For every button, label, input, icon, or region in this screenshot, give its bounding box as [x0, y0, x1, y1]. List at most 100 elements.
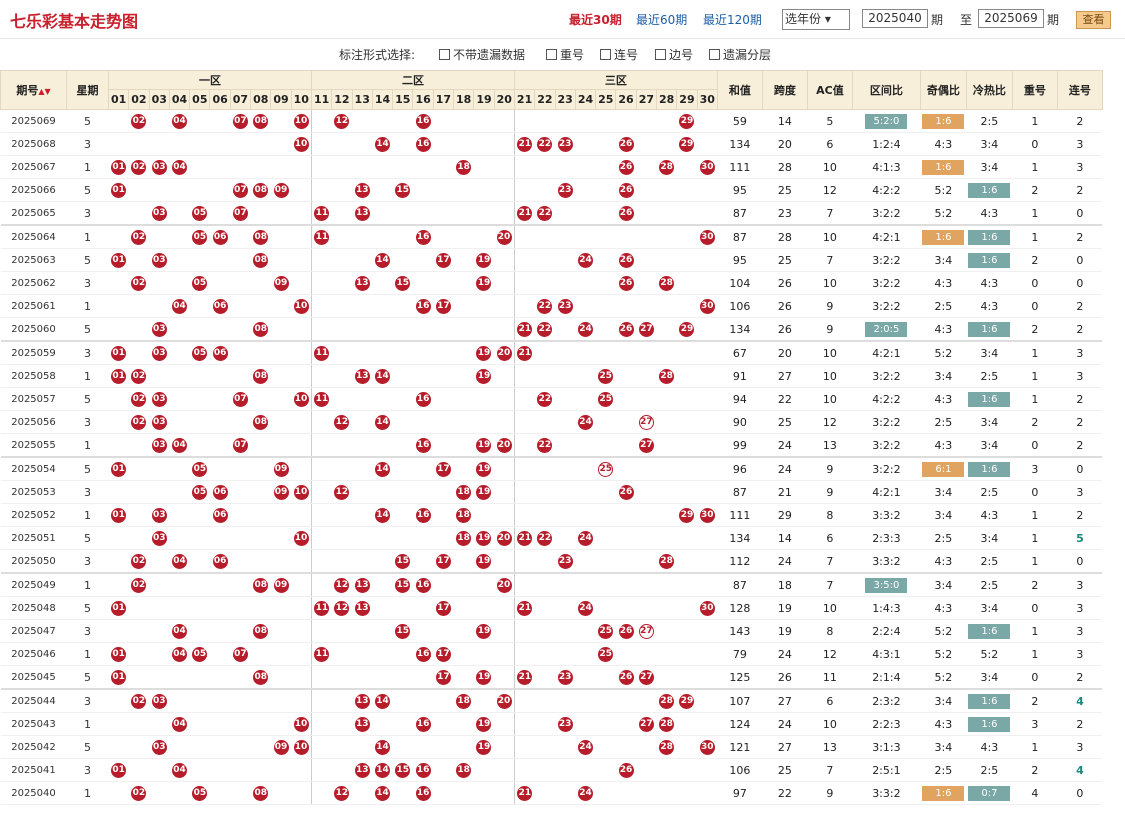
- option-repeat[interactable]: 重号: [546, 46, 584, 63]
- odd-even-value: 1:6: [922, 229, 965, 245]
- num-cell: [513, 735, 535, 759]
- option-consecutive[interactable]: 连号: [600, 46, 638, 63]
- num-cell: [615, 596, 637, 620]
- num-cell: [595, 294, 616, 318]
- num-cell: [209, 688, 231, 713]
- drawn-ball: 19: [476, 461, 492, 477]
- num-cell: [697, 109, 718, 133]
- odd-even-value: 3:4: [934, 485, 953, 499]
- num-cell: 24: [575, 596, 596, 620]
- num-cell: [372, 271, 393, 295]
- col-issue[interactable]: 期号▲▼: [0, 70, 67, 110]
- to-label: 至: [960, 13, 973, 27]
- sum-cell: 97: [717, 781, 763, 805]
- ac-cell: 12: [807, 642, 853, 666]
- num-cell: [636, 456, 657, 481]
- num-cell: 13: [352, 178, 373, 202]
- num-cell: [392, 294, 413, 318]
- num-cell: [697, 178, 718, 202]
- drawn-ball: 19: [476, 345, 492, 361]
- drawn-ball: 16: [415, 298, 431, 314]
- num-cell: [392, 712, 413, 736]
- num-cell: [575, 294, 596, 318]
- range-30[interactable]: 最近30期: [569, 13, 622, 27]
- num-cell: 17: [433, 665, 454, 690]
- drawn-ball: 26: [618, 159, 634, 175]
- num-cell: [372, 201, 393, 226]
- num-cell: [270, 387, 292, 411]
- num-header-17: 17: [432, 89, 455, 110]
- issue-cell: 2025054: [0, 456, 67, 481]
- num-cell: [615, 526, 637, 550]
- option-edge[interactable]: 边号: [655, 46, 693, 63]
- to-issue-input[interactable]: 2025069: [978, 9, 1044, 28]
- from-issue-input[interactable]: 2025040: [862, 9, 928, 28]
- drawn-ball: 22: [537, 437, 553, 453]
- table-row: 2025045 5 01 08 17 19 21 23 26 27 125 26 11 2:1:4 5:2 3…: [0, 665, 1103, 690]
- drawn-ball: 26: [618, 321, 634, 337]
- repeat-cell: 1: [1012, 364, 1058, 388]
- num-cell: 01: [108, 248, 129, 272]
- num-cell: 04: [169, 155, 190, 179]
- view-button[interactable]: 查看: [1076, 11, 1111, 29]
- zone-ratio-value: 4:2:1: [872, 230, 901, 244]
- drawn-ball: 02: [131, 785, 147, 801]
- num-cell: [513, 224, 535, 249]
- consecutive-cell: 2: [1057, 387, 1103, 411]
- num-cell: [412, 526, 434, 550]
- num-cell: [169, 735, 190, 759]
- issue-cell: 2025060: [0, 317, 67, 342]
- num-cell: 12: [331, 480, 353, 504]
- num-cell: [392, 340, 413, 365]
- option-layer[interactable]: 遗漏分层: [709, 46, 771, 63]
- num-cell: [230, 619, 251, 643]
- drawn-ball: 26: [618, 484, 634, 500]
- range-60[interactable]: 最近60期: [636, 13, 688, 27]
- num-cell: 28: [656, 735, 677, 759]
- drawn-ball: 21: [517, 600, 533, 616]
- num-cell: [169, 271, 190, 295]
- num-cell: [473, 294, 495, 318]
- table-row: 2025040 1 02 05 08 12 14 16 21 24 97 22 9 3:3:2 1:6 0:7…: [0, 781, 1103, 805]
- drawn-ball: 11: [314, 391, 330, 407]
- num-cell: [169, 248, 190, 272]
- drawn-ball: 13: [354, 716, 370, 732]
- num-cell: 26: [615, 201, 637, 226]
- num-cell: [291, 155, 312, 179]
- range-120[interactable]: 最近120期: [703, 13, 762, 27]
- consecutive-cell: 2: [1057, 503, 1103, 527]
- num-cell: [676, 758, 698, 782]
- num-cell: [169, 665, 190, 690]
- drawn-ball: 10: [293, 739, 309, 755]
- num-cell: [575, 155, 596, 179]
- num-cell: [453, 224, 474, 249]
- num-cell: [534, 619, 556, 643]
- num-cell: [128, 642, 150, 666]
- span-cell: 19: [762, 619, 808, 643]
- num-cell: [412, 201, 434, 226]
- table-row: 2025056 3 02 03 08 12 14 24 27 90 25 12 3:2:2 2:5 3:4 2…: [0, 410, 1103, 434]
- zone-ratio-cell: 3:2:2: [852, 248, 921, 272]
- num-cell: [595, 201, 616, 226]
- drawn-ball: 24: [577, 530, 593, 546]
- hot-cold-value: 2:5: [980, 763, 999, 777]
- num-cell: [270, 410, 292, 434]
- num-cell: [412, 480, 434, 504]
- num-cell: [108, 410, 129, 434]
- num-cell: [352, 387, 373, 411]
- hot-cold-cell: 1:6: [966, 712, 1013, 736]
- num-cell: 30: [697, 503, 718, 527]
- num-cell: 22: [534, 433, 556, 458]
- num-cell: 09: [270, 572, 292, 597]
- ac-cell: 8: [807, 503, 853, 527]
- num-cell: [331, 224, 353, 249]
- num-cell: [108, 619, 129, 643]
- drawn-ball: 21: [517, 785, 533, 801]
- num-cell: [697, 387, 718, 411]
- drawn-ball: 14: [375, 693, 390, 709]
- drawn-ball: 25: [598, 391, 614, 407]
- num-cell: [270, 503, 292, 527]
- year-select[interactable]: 选年份 ▾: [782, 9, 850, 30]
- drawn-ball: 08: [253, 623, 269, 639]
- option-no-omission[interactable]: 不带遗漏数据: [439, 46, 525, 63]
